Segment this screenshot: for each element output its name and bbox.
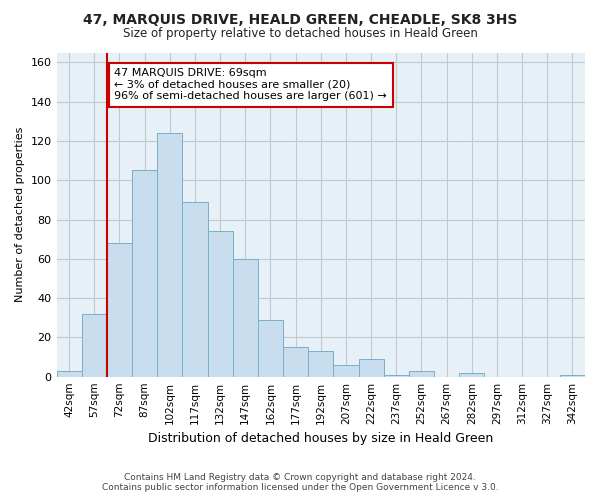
Bar <box>308 351 334 376</box>
Bar <box>459 373 484 376</box>
Bar <box>107 243 132 376</box>
Text: Contains HM Land Registry data © Crown copyright and database right 2024.
Contai: Contains HM Land Registry data © Crown c… <box>101 473 499 492</box>
Bar <box>208 232 233 376</box>
Bar <box>182 202 208 376</box>
Bar <box>233 259 258 376</box>
Bar <box>409 371 434 376</box>
Text: 47 MARQUIS DRIVE: 69sqm
← 3% of detached houses are smaller (20)
96% of semi-det: 47 MARQUIS DRIVE: 69sqm ← 3% of detached… <box>115 68 387 102</box>
Text: 47, MARQUIS DRIVE, HEALD GREEN, CHEADLE, SK8 3HS: 47, MARQUIS DRIVE, HEALD GREEN, CHEADLE,… <box>83 12 517 26</box>
Bar <box>334 365 359 376</box>
X-axis label: Distribution of detached houses by size in Heald Green: Distribution of detached houses by size … <box>148 432 493 445</box>
Text: Size of property relative to detached houses in Heald Green: Size of property relative to detached ho… <box>122 28 478 40</box>
Bar <box>560 374 585 376</box>
Bar <box>56 371 82 376</box>
Bar <box>82 314 107 376</box>
Bar <box>383 374 409 376</box>
Y-axis label: Number of detached properties: Number of detached properties <box>15 127 25 302</box>
Bar <box>359 359 383 376</box>
Bar <box>283 347 308 376</box>
Bar <box>157 133 182 376</box>
Bar <box>132 170 157 376</box>
Bar <box>258 320 283 376</box>
